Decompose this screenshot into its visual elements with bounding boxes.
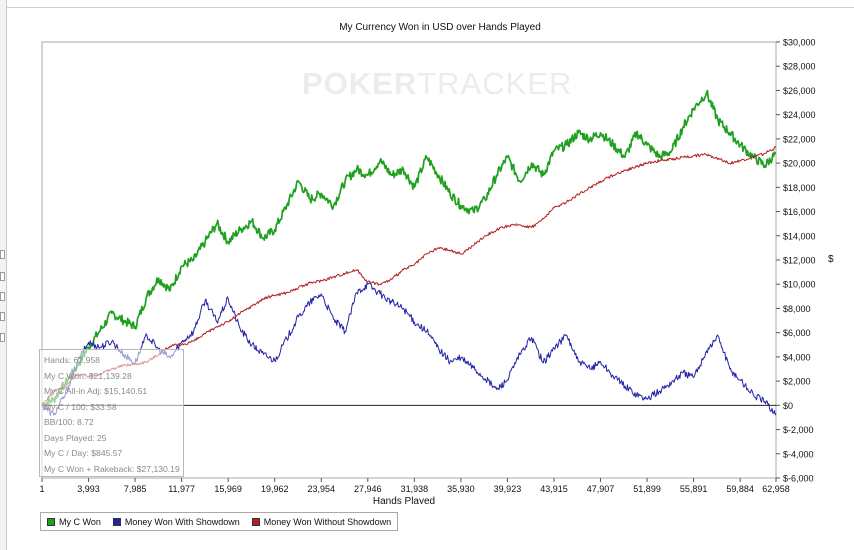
x-tick-label: 59,884 <box>726 484 754 494</box>
watermark-text-bold: POKER <box>302 66 418 101</box>
stat-bb-per-100: BB/100: 8.72 <box>44 417 94 427</box>
x-tick-label: 27,946 <box>354 484 382 494</box>
axis-layer: $30,000 $28,000 $26,000 $24,000 $22,000 $20,0… <box>39 38 815 495</box>
y-tick-label: $26,000 <box>783 86 816 96</box>
stat-hands: Hands: 62,958 <box>44 355 100 365</box>
legend-swatch <box>251 517 260 526</box>
legend-item-with-showdown[interactable]: Money Won With Showdown <box>112 516 240 527</box>
x-tick-label: 7,985 <box>124 484 147 494</box>
legend-label: Money Won Without Showdown <box>263 516 392 527</box>
x-tick-label: 43,915 <box>540 484 568 494</box>
watermark-logo: POKERTRACKER <box>302 66 572 102</box>
series-line-my-c-won <box>41 89 777 409</box>
panel-handle[interactable] <box>0 312 5 321</box>
panel-handle[interactable] <box>0 333 5 342</box>
watermark-text-light: TRACKER <box>417 66 573 101</box>
panel-handle[interactable] <box>0 272 5 281</box>
stat-per-100: My C / 100: $33.58 <box>44 401 117 412</box>
x-tick-label: 39,923 <box>494 484 522 494</box>
x-tick-label: 35,930 <box>447 484 475 494</box>
y-tick-label: $6,000 <box>783 328 811 338</box>
chart-legend: My C Won Money Won With Showdown Money W… <box>40 512 399 531</box>
y-tick-label: $4,000 <box>783 352 811 362</box>
x-axis-label: Hands Played <box>373 496 435 504</box>
legend-label: Money Won With Showdown <box>124 516 240 527</box>
x-tick-label: 19,962 <box>261 484 289 494</box>
x-tick-label: 51,899 <box>633 484 661 494</box>
stats-summary-box: Hands: 62,958 My C Won: $21,139.28 My C … <box>39 349 184 477</box>
x-tick-label: 23,954 <box>307 484 335 494</box>
y-tick-label: $22,000 <box>783 134 816 144</box>
legend-swatch <box>112 517 121 526</box>
y-tick-label: $28,000 <box>783 62 816 72</box>
x-tick-label: 3,993 <box>77 484 100 494</box>
x-tick-label: 15,969 <box>214 484 242 494</box>
y-tick-label: $8,000 <box>783 304 811 314</box>
y-tick-label: $10,000 <box>783 280 816 290</box>
y-tick-label: $14,000 <box>783 231 816 241</box>
x-tick-label: 31,938 <box>401 484 429 494</box>
panel-handle[interactable] <box>0 292 5 301</box>
y-axis-label: $ <box>828 254 834 265</box>
legend-swatch <box>47 517 55 526</box>
stat-allin-adj: My C All-in Adj: $15,140.51 <box>44 386 148 396</box>
stat-days-played: Days Played: 25 <box>44 432 107 443</box>
chart-area: POKERTRACKER My Currency Won in USD over… <box>6 8 850 504</box>
y-tick-label: $24,000 <box>783 110 816 120</box>
legend-label: My C Won <box>59 516 101 527</box>
x-tick-label: 47,907 <box>587 484 615 494</box>
chart-title: My Currency Won in USD over Hands Played <box>339 22 541 33</box>
line-chart: My Currency Won in USD over Hands Played… <box>39 22 834 504</box>
y-tick-label: $-6,000 <box>783 474 814 484</box>
y-tick-label: $2,000 <box>783 377 811 387</box>
legend-item-without-showdown[interactable]: Money Won Without Showdown <box>251 516 392 527</box>
y-tick-label: $30,000 <box>783 38 816 48</box>
window-top-border <box>6 0 854 8</box>
x-tick-label: 55,891 <box>680 484 708 494</box>
y-tick-label: $18,000 <box>783 183 816 193</box>
stat-won: My C Won: $21,139.28 <box>44 370 132 381</box>
y-tick-label: $20,000 <box>783 159 816 169</box>
stat-per-day: My C / Day: $845.57 <box>44 448 123 458</box>
y-tick-label: $12,000 <box>783 256 816 266</box>
legend-item-my-c-won[interactable]: My C Won <box>47 517 101 527</box>
x-tick-label: 11,977 <box>168 484 195 494</box>
y-tick-label: $0 <box>783 401 793 411</box>
panel-handle[interactable] <box>0 250 5 259</box>
y-tick-label: $-4,000 <box>783 449 814 459</box>
y-tick-label: $16,000 <box>783 207 816 217</box>
x-tick-label: 1 <box>39 484 44 494</box>
y-tick-label: $-2,000 <box>783 425 814 435</box>
left-side-panel <box>0 0 7 550</box>
x-tick-label: 62,958 <box>762 484 790 494</box>
stat-won-plus-rakeback: My C Won + Rakeback: $27,130.19 <box>44 463 180 474</box>
